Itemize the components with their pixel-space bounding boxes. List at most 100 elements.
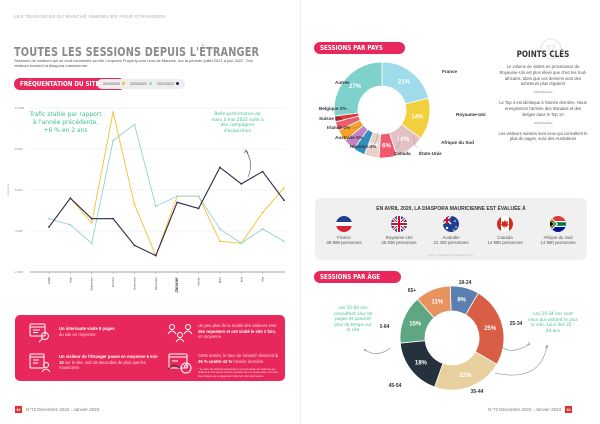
data-point xyxy=(176,195,179,198)
x-tick-label: Décembre xyxy=(154,277,158,290)
slice-percent-label: 11% xyxy=(431,299,443,305)
donut-slice xyxy=(333,61,383,117)
diaspora-france: France 48 888 personnes xyxy=(317,216,371,246)
australia-flag-icon xyxy=(443,216,459,232)
key-point-1: Le volume de visites en provenance du Ro… xyxy=(499,64,587,87)
france-flag-icon xyxy=(336,216,352,232)
legend-item: 2020/2021 xyxy=(130,82,152,86)
age-section-label: SESSIONS PAR ÂGE xyxy=(314,271,402,283)
age-annotation-right: Les 25-34 ans sont ceux qui visitent le … xyxy=(528,311,578,333)
donut-slice xyxy=(416,285,452,319)
diaspora-title: EN AVRIL 2020, LA DIASPORA MAURICIENNE E… xyxy=(376,206,526,212)
data-point xyxy=(283,187,285,189)
lightbulb-icon xyxy=(540,38,562,60)
diaspora-uk: Royaume-Uni 45 838 personnes xyxy=(372,216,426,246)
data-point xyxy=(112,139,114,142)
diaspora-source: Source : www.diaspora-mauricienne.com xyxy=(428,254,474,257)
legend-swatch xyxy=(122,82,125,85)
series-line-2021-2022 xyxy=(48,166,285,257)
slice-percent-label: 21% xyxy=(398,80,411,86)
traffic-annotation-right: Belle performance de mars à mai 2022 sui… xyxy=(211,112,264,134)
slice-percent-label: 9% xyxy=(457,298,466,304)
label-45-54: 45-54 xyxy=(389,383,402,389)
stats-box: Un internaute visite 8 pages du site en m… xyxy=(15,315,285,381)
x-tick-label: Octobre xyxy=(111,277,115,287)
label-suisse: Suisse 3% xyxy=(319,116,342,121)
data-point xyxy=(283,199,285,202)
label-royaume-uni: Royaume-Uni xyxy=(456,112,486,117)
search-page-icon xyxy=(29,323,49,343)
leader-line xyxy=(361,129,371,138)
slice-percent-label: 6% xyxy=(382,144,391,150)
stat-repeaters: Un peu plus de la moitié des visiteurs s… xyxy=(198,323,277,340)
user-page-icon xyxy=(29,353,51,373)
label-35-44: 35-44 xyxy=(471,389,484,395)
countries-section-label: SESSIONS PAR PAYS xyxy=(314,42,405,54)
data-point xyxy=(133,244,136,247)
data-point xyxy=(48,217,50,220)
age-donut-chart: 9% 25% 22% 18% 15% 11% 18-24 25-34 35-44 45-54 55-… xyxy=(380,280,523,395)
page-number: 63 xyxy=(565,406,573,413)
stat-duration: Un visiteur de l'étranger passe en moyen… xyxy=(59,354,158,371)
leader-line xyxy=(395,135,401,148)
intro-text: Sessions de visiteurs qui se sont connec… xyxy=(14,58,253,68)
legend-item: 2019/2020 xyxy=(103,82,125,86)
y-axis-label: Sessions xyxy=(6,183,10,196)
data-point xyxy=(261,228,264,230)
age-annotation-left: Les 55-64 ans consultent plus de pages e… xyxy=(333,305,373,333)
x-tick-label: Juillet xyxy=(47,277,51,284)
slice-percent-label: 14% xyxy=(411,115,424,121)
running-head: LES TENDANCES DU MARCHÉ IMMOBILIER POUR … xyxy=(14,14,166,19)
stat-bounce-rate: Cette année, le taux de rebond* descend … xyxy=(198,353,278,364)
data-point xyxy=(112,217,114,220)
bounce-rate-icon xyxy=(167,353,192,374)
uk-flag-icon xyxy=(391,216,407,232)
label-irlande: Irlande 4% xyxy=(327,125,350,130)
page-number: 62 xyxy=(15,406,22,413)
data-point xyxy=(240,182,243,185)
x-tick-label: Février xyxy=(197,277,201,286)
data-point xyxy=(283,240,285,243)
diaspora-australia: Australie 31 400 personnes xyxy=(424,216,478,246)
series-line-2020-2021 xyxy=(48,123,285,245)
stats-footnote: * Le taux de rebond représente le pource… xyxy=(198,367,278,378)
slice-percent-label: 10% xyxy=(397,137,410,143)
footer-right: N°72 Décembre 2022 - Janvier 2023 63 xyxy=(488,406,573,413)
x-tick-label: Novembre xyxy=(132,277,136,290)
data-point xyxy=(261,170,264,173)
legend-swatch xyxy=(149,82,152,85)
label-reunion: Réunion 4% xyxy=(350,144,376,149)
label-australie: Australie 4% xyxy=(335,135,363,140)
data-point xyxy=(112,111,114,113)
diaspora-canada: Canada 14 980 personnes xyxy=(478,216,532,246)
key-points-title: POINTS CLÉS xyxy=(516,50,570,60)
key-points: POINTS CLÉS Le volume de visites en prov… xyxy=(498,38,588,142)
slice-percent-label: 15% xyxy=(409,322,422,328)
canada-flag-icon xyxy=(497,216,513,232)
y-tick-label: 8 000 xyxy=(15,147,23,151)
page-divider xyxy=(300,0,301,424)
issue-label: N°72 Décembre 2022 - Janvier 2023 xyxy=(26,407,100,412)
leader-line xyxy=(412,134,419,148)
label-belgique: Belgique 2% xyxy=(319,106,346,111)
x-tick-label: Mars xyxy=(218,276,222,283)
annotation-arrows xyxy=(363,341,549,376)
traffic-annotation-left: Trafic stable par rapport à l'année préc… xyxy=(29,111,102,134)
data-point xyxy=(90,242,93,245)
label-18-24: 18-24 xyxy=(459,280,472,286)
x-tick-label: Septembre xyxy=(90,277,94,291)
stat-pages: Un internaute visite 8 pages du site en m… xyxy=(59,326,115,337)
data-point xyxy=(176,201,179,204)
traffic-line-chart: 10 000 8 000 6 000 4 000 2 000 Sessions Juille… xyxy=(6,106,285,293)
key-point-3: Les visiteurs suisses sont ceux qui cons… xyxy=(498,130,588,142)
leader-line xyxy=(348,124,363,129)
data-point xyxy=(261,211,264,214)
label-65-plus: 65+ xyxy=(408,288,417,294)
label-afrique-du-sud: Afrique du Sud xyxy=(441,140,474,145)
y-tick-label: 10 000 xyxy=(15,106,25,110)
data-point xyxy=(154,205,157,208)
data-point xyxy=(197,207,200,210)
country-donut-chart: 21% 14% 10% 6%5% 27% France Royaume-Uni Afrique… xyxy=(319,61,486,159)
leader-line xyxy=(343,117,359,121)
data-point xyxy=(240,242,243,245)
